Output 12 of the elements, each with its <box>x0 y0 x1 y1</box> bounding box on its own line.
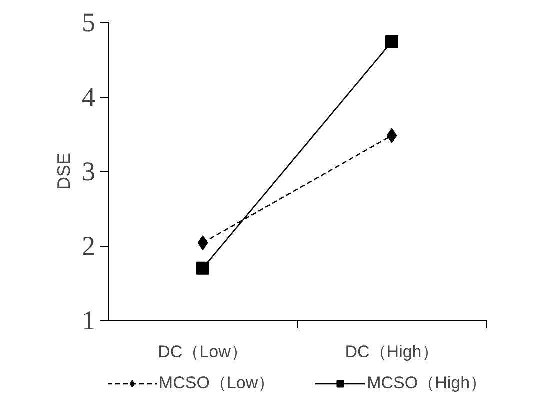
legend-label: MCSO（Low） <box>158 372 276 394</box>
point <box>196 262 210 275</box>
x-tick-label: DC（Low） <box>158 342 248 362</box>
y-tick-label: 2 <box>82 231 96 261</box>
y-tick-label: 5 <box>82 8 96 38</box>
x-tick-label: DC（High） <box>345 342 439 362</box>
y-tick-label: 3 <box>82 156 96 186</box>
legend-label: MCSO（High） <box>367 372 487 394</box>
y-axis-title: DSE <box>54 152 74 190</box>
y-tick-label: 1 <box>82 306 96 336</box>
y-tick-label: 4 <box>82 82 96 112</box>
point <box>386 35 398 48</box>
